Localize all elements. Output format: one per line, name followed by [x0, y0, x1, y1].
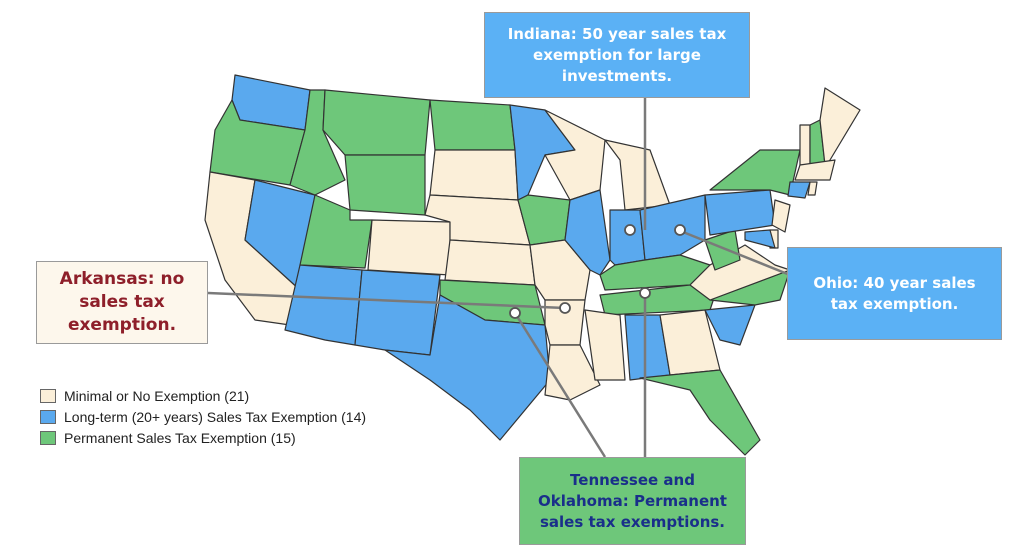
legend-item-minimal: Minimal or No Exemption (21): [40, 385, 366, 406]
state-massachusetts: [794, 159, 836, 181]
state-maine: [819, 87, 861, 166]
state-virginia: [689, 244, 791, 301]
state-kentucky: [599, 254, 711, 291]
indiana-marker: [624, 224, 636, 236]
state-florida: [639, 369, 761, 456]
state-wyoming: [344, 154, 426, 216]
state-north-dakota: [429, 99, 516, 151]
state-maryland: [744, 229, 776, 249]
arkansas-callout: Arkansas: no sales tax exemption.: [36, 261, 208, 344]
state-connecticut: [787, 181, 811, 199]
state-colorado: [367, 219, 451, 276]
state-new-mexico: [354, 269, 441, 356]
state-south-carolina: [704, 304, 756, 346]
ohio-callout: Ohio: 40 year sales tax exemption.: [787, 247, 1002, 340]
state-rhode-island: [807, 181, 818, 196]
arkansas-leader: [207, 291, 566, 310]
tennessee-oklahoma-callout-text: Tennessee and Oklahoma: Permanent sales …: [538, 470, 727, 531]
legend-swatch-long-term: [40, 409, 56, 424]
state-arizona: [284, 264, 363, 346]
state-south-dakota: [429, 149, 519, 201]
tennessee-oklahoma-callout: Tennessee and Oklahoma: Permanent sales …: [519, 457, 746, 545]
state-montana: [322, 89, 431, 156]
state-texas: [384, 294, 551, 441]
legend-label-permanent: Permanent Sales Tax Exemption (15): [64, 429, 296, 446]
ohio-marker: [674, 224, 686, 236]
oklahoma-marker: [509, 307, 521, 319]
ohio-leader: [677, 228, 791, 277]
state-west-virginia: [704, 229, 741, 271]
state-new-jersey: [771, 199, 791, 233]
legend-swatch-minimal: [40, 388, 56, 403]
state-louisiana: [544, 344, 601, 401]
indiana-callout-text: Indiana: 50 year sales tax exemption for…: [507, 24, 727, 85]
legend-item-permanent: Permanent Sales Tax Exemption (15): [40, 427, 366, 448]
oklahoma-leader: [513, 312, 607, 458]
legend-label-minimal: Minimal or No Exemption (21): [64, 387, 250, 404]
legend-swatch-permanent: [40, 430, 56, 445]
indiana-callout: Indiana: 50 year sales tax exemption for…: [484, 12, 750, 98]
arkansas-marker: [559, 302, 571, 314]
ohio-callout-text: Ohio: 40 year sales tax exemption.: [813, 273, 976, 313]
legend-item-long-term: Long-term (20+ years) Sales Tax Exemptio…: [40, 406, 366, 427]
state-vermont: [799, 124, 811, 166]
state-ohio: [639, 194, 706, 261]
state-michigan: [604, 139, 671, 211]
state-new-york: [709, 149, 801, 196]
arkansas-callout-text: Arkansas: no sales tax exemption.: [59, 269, 185, 335]
map-legend: Minimal or No Exemption (21) Long-term (…: [40, 385, 366, 448]
state-mississippi: [584, 309, 626, 381]
legend-label-long-term: Long-term (20+ years) Sales Tax Exemptio…: [64, 408, 367, 425]
tennessee-marker: [639, 287, 651, 299]
state-pennsylvania: [704, 189, 776, 236]
state-kansas: [444, 239, 536, 286]
state-indiana: [609, 209, 646, 266]
